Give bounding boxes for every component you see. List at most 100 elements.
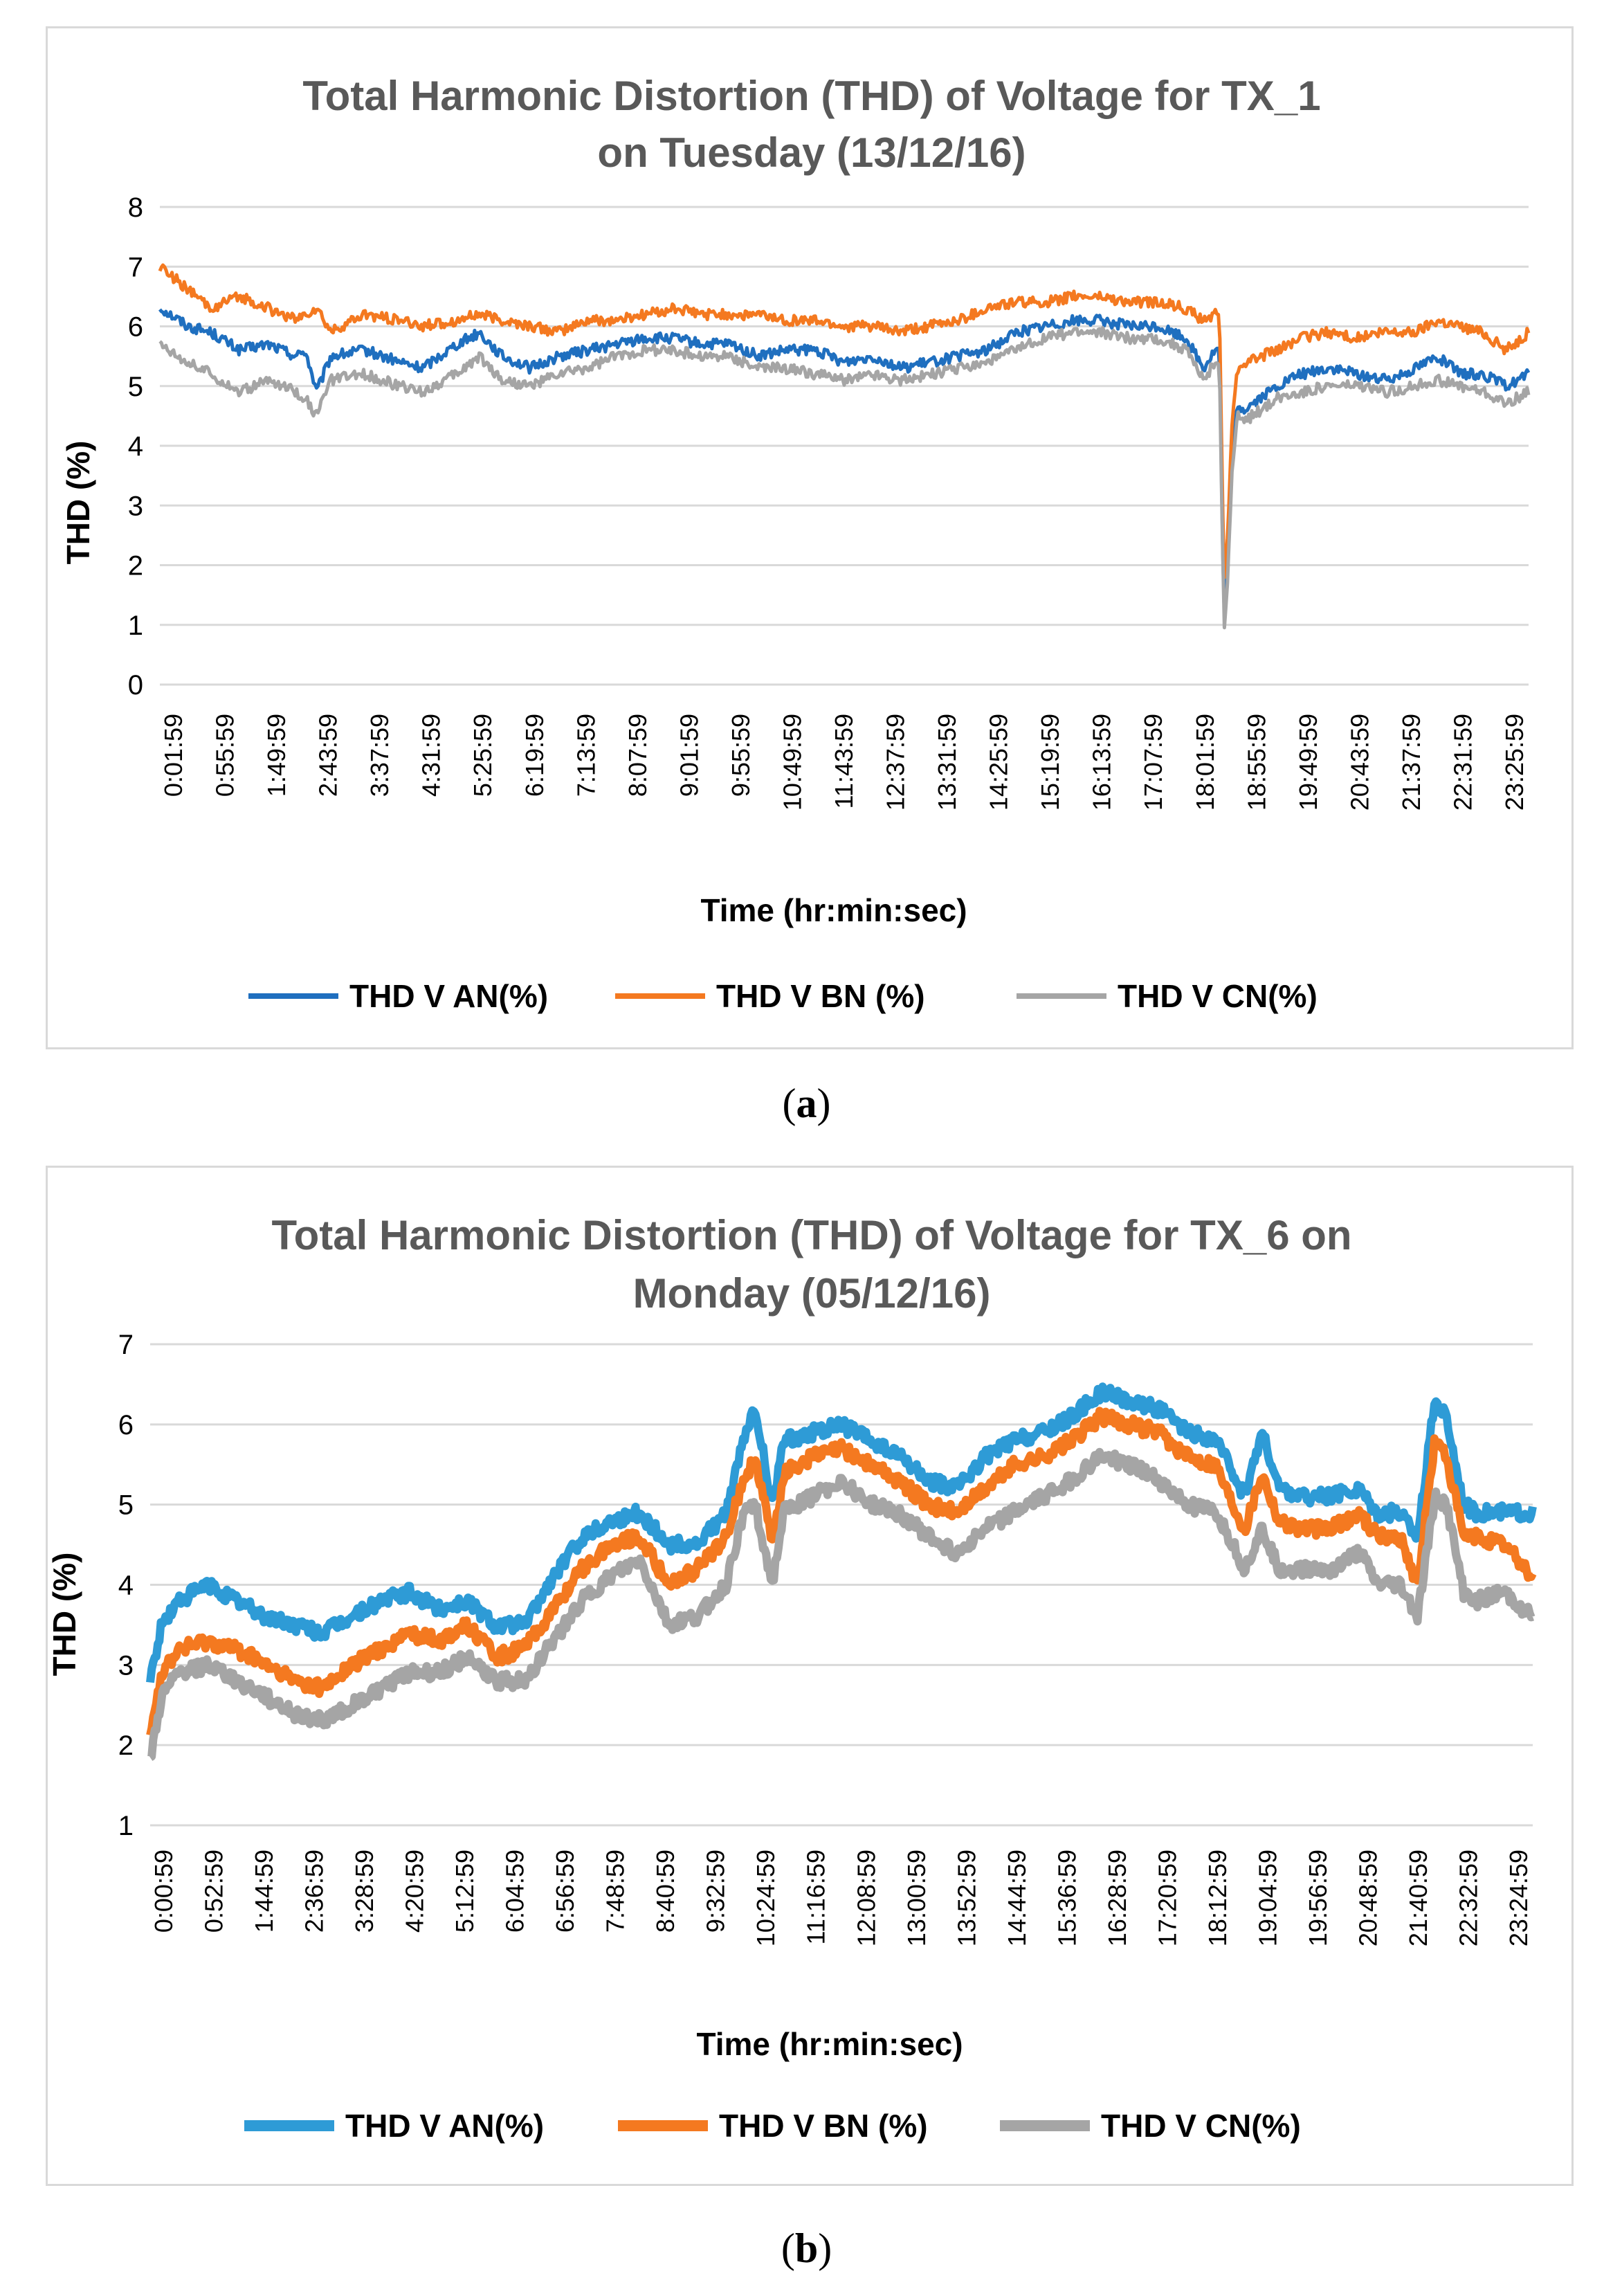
x-tick-label: 0:55:59 [211, 714, 239, 797]
series-line-cn [158, 325, 1531, 630]
legend: THD V AN(%) THD V BN (%) THD V CN(%) [244, 2108, 1301, 2144]
x-tick-label: 15:36:59 [1052, 1850, 1081, 1946]
series-line-an [146, 1382, 1537, 1683]
x-tick-label: 9:32:59 [702, 1850, 730, 1933]
y-tick-label: 1 [118, 1811, 134, 1841]
x-tick-label: 23:24:59 [1504, 1850, 1533, 1946]
legend-label-bn: THD V BN (%) [716, 978, 925, 1014]
series-line-bn [158, 263, 1531, 579]
x-tick-label: 4:20:59 [401, 1850, 429, 1933]
x-tick-label: 11:16:59 [802, 1850, 830, 1944]
y-tick-label: 4 [118, 1571, 134, 1601]
x-tick-label: 21:37:59 [1397, 714, 1425, 811]
x-tick-label: 18:01:59 [1191, 714, 1219, 811]
y-tick-label: 2 [118, 1730, 134, 1761]
x-tick-label: 20:48:59 [1354, 1850, 1382, 1946]
legend-label-cn: THD V CN(%) [1101, 2108, 1301, 2144]
y-tick-label: 7 [118, 1330, 134, 1360]
chart-panel-a: Total Harmonic Distortion (THD) of Volta… [46, 26, 1574, 1049]
x-tick-label: 11:43:59 [830, 714, 858, 808]
x-tick-label: 20:43:59 [1345, 714, 1374, 811]
y-tick-label: 2 [128, 551, 143, 581]
legend: THD V AN(%) THD V BN (%) THD V CN(%) [248, 978, 1318, 1014]
x-tick-label: 16:28:59 [1103, 1850, 1131, 1946]
x-tick-label: 0:01:59 [159, 714, 188, 797]
series-line-bn [146, 1407, 1537, 1737]
chart-title-line-2: on Tuesday (13/12/16) [597, 129, 1026, 176]
x-tick-label: 4:31:59 [417, 714, 446, 797]
x-tick-label: 17:07:59 [1139, 714, 1167, 811]
x-tick-label: 3:28:59 [350, 1850, 379, 1933]
series-line-an [158, 308, 1531, 616]
x-tick-label: 6:04:59 [501, 1850, 529, 1933]
y-tick-label: 8 [128, 192, 143, 223]
x-tick-label: 14:25:59 [985, 714, 1013, 811]
y-tick-label: 1 [128, 611, 143, 641]
chart-a: Total Harmonic Distortion (THD) of Volta… [60, 73, 1531, 1014]
x-tick-label: 8:40:59 [651, 1850, 680, 1933]
figure-caption-b: (b) [781, 2225, 832, 2271]
x-axis-label: Time (hr:min:sec) [696, 2026, 963, 2062]
x-tick-label: 8:07:59 [623, 714, 652, 797]
y-tick-label: 3 [128, 491, 143, 521]
x-tick-label: 17:20:59 [1153, 1850, 1181, 1946]
chart-b: Total Harmonic Distortion (THD) of Volta… [48, 1212, 1537, 2144]
y-axis-label: THD (%) [60, 441, 96, 565]
x-tick-label: 23:25:59 [1500, 714, 1529, 811]
x-tick-label: 14:44:59 [1003, 1850, 1031, 1946]
legend-label-an: THD V AN(%) [349, 978, 548, 1014]
x-tick-label: 19:04:59 [1253, 1850, 1282, 1946]
y-tick-label: 6 [118, 1410, 134, 1440]
x-tick-label: 7:13:59 [572, 714, 600, 797]
y-tick-label: 0 [128, 670, 143, 700]
series-line-cn [147, 1447, 1535, 1761]
x-tick-label: 13:00:59 [902, 1850, 931, 1946]
x-tick-label: 10:49:59 [778, 714, 806, 811]
x-tick-label: 3:37:59 [365, 714, 394, 797]
x-tick-label: 9:55:59 [727, 714, 755, 797]
x-tick-label: 5:12:59 [450, 1850, 479, 1933]
x-tick-label: 6:56:59 [551, 1850, 579, 1933]
caption-letter-b: b [794, 2225, 819, 2271]
chart-panel-b: Total Harmonic Distortion (THD) of Volta… [46, 1166, 1574, 2186]
x-tick-label: 7:48:59 [601, 1850, 630, 1933]
x-tick-label: 0:00:59 [149, 1850, 178, 1933]
y-tick-label: 6 [128, 312, 143, 343]
x-tick-label: 13:31:59 [933, 714, 961, 811]
x-tick-label: 9:01:59 [675, 714, 703, 797]
x-tick-label: 16:13:59 [1088, 714, 1116, 811]
y-tick-label: 7 [128, 252, 143, 282]
x-tick-label: 2:43:59 [314, 714, 343, 797]
x-tick-label: 1:49:59 [262, 714, 291, 797]
x-tick-label: 12:08:59 [852, 1850, 880, 1946]
legend-label-bn: THD V BN (%) [719, 2108, 928, 2144]
x-tick-label: 15:19:59 [1036, 714, 1064, 811]
x-tick-label: 10:24:59 [751, 1850, 780, 1946]
x-tick-label: 12:37:59 [882, 714, 910, 811]
y-tick-label: 5 [128, 372, 143, 402]
caption-letter-a: a [796, 1081, 817, 1126]
x-tick-label: 1:44:59 [250, 1850, 278, 1933]
x-axis-label: Time (hr:min:sec) [700, 892, 967, 928]
chart-title-line-2: Monday (05/12/16) [633, 1270, 991, 1317]
figure-caption-a: (a) [782, 1081, 831, 1126]
legend-label-cn: THD V CN(%) [1118, 978, 1318, 1014]
y-tick-label: 3 [118, 1650, 134, 1681]
y-tick-label: 4 [128, 431, 143, 462]
x-tick-label: 0:52:59 [200, 1850, 228, 1933]
chart-title-line-1: Total Harmonic Distortion (THD) of Volta… [271, 1212, 1351, 1258]
y-tick-label: 5 [118, 1490, 134, 1521]
x-tick-label: 5:25:59 [468, 714, 497, 797]
x-tick-label: 19:49:59 [1294, 714, 1322, 811]
x-tick-label: 6:19:59 [520, 714, 549, 797]
x-tick-label: 18:12:59 [1203, 1850, 1232, 1946]
x-tick-label: 13:52:59 [952, 1850, 981, 1946]
legend-label-an: THD V AN(%) [345, 2108, 544, 2144]
y-axis-label: THD (%) [48, 1553, 82, 1676]
x-tick-label: 22:31:59 [1448, 714, 1477, 811]
x-tick-label: 18:55:59 [1242, 714, 1270, 811]
x-tick-label: 22:32:59 [1454, 1850, 1482, 1946]
x-tick-label: 19:56:59 [1304, 1850, 1332, 1946]
x-tick-label: 2:36:59 [300, 1850, 329, 1933]
chart-title-line-1: Total Harmonic Distortion (THD) of Volta… [302, 73, 1320, 119]
